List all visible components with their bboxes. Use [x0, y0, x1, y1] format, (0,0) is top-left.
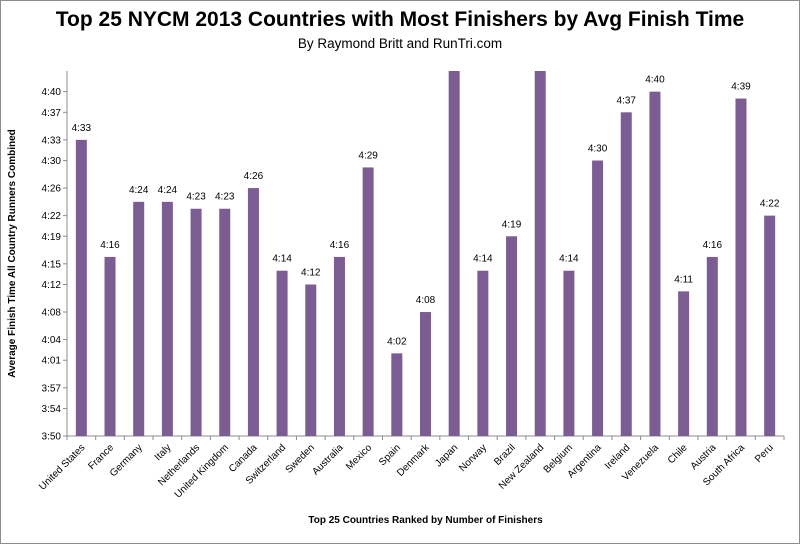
data-label: 4:30 — [588, 144, 608, 155]
data-label: 4:16 — [100, 240, 120, 251]
y-tick-label: 4:22 — [42, 211, 62, 222]
x-tick-label: Denmark — [395, 442, 432, 479]
x-tick-label: Norway — [457, 442, 489, 474]
bar-australia — [333, 256, 345, 436]
y-axis-title: Average Finish Time All Country Runners … — [7, 129, 18, 378]
x-tick-label: Peru — [753, 442, 776, 465]
bar-germany — [133, 201, 145, 436]
x-tick-label: Mexico — [344, 442, 374, 472]
data-label: 4:22 — [760, 199, 780, 210]
bar-canada — [247, 188, 259, 436]
bar-belgium — [563, 270, 575, 436]
y-tick-label: 4:30 — [42, 156, 62, 167]
data-label: 4:40 — [645, 75, 665, 86]
x-tick-label: United States — [37, 442, 87, 492]
x-tick-label: Australia — [310, 442, 346, 478]
data-label: 4:19 — [502, 219, 522, 230]
bar-brazil — [506, 236, 518, 436]
data-label: 4:24 — [129, 185, 149, 196]
bar-denmark — [420, 312, 431, 436]
bar-japan — [448, 71, 460, 436]
bar-united-kingdom — [219, 208, 231, 436]
y-tick-label: 4:01 — [42, 356, 62, 367]
data-label: 4:02 — [387, 336, 407, 347]
x-axis-title: Top 25 Countries Ranked by Number of Fin… — [308, 515, 543, 526]
data-label: 4:16 — [703, 240, 723, 251]
bar-chile — [678, 291, 690, 436]
x-tick-label: Spain — [377, 442, 403, 468]
y-tick-label: 3:54 — [42, 404, 62, 415]
bar-mexico — [362, 167, 374, 436]
bar-ireland — [620, 112, 632, 437]
bar-norway — [477, 270, 489, 436]
x-tick-label: Chile — [666, 442, 690, 466]
bar-switzerland — [276, 270, 288, 436]
chart-subtitle: By Raymond Britt and RunTri.com — [297, 36, 503, 51]
bar-spain — [391, 353, 403, 436]
bar-south-africa — [735, 98, 747, 436]
bar-united-states — [75, 139, 87, 436]
y-tick-label: 4:04 — [42, 335, 62, 346]
data-label: 4:14 — [272, 254, 292, 265]
y-tick-label: 4:15 — [42, 259, 62, 270]
chart-title: Top 25 NYCM 2013 Countries with Most Fin… — [55, 8, 745, 31]
x-tick-label: Brazil — [492, 442, 517, 467]
y-tick-label: 4:19 — [42, 232, 62, 243]
data-label: 4:23 — [186, 192, 206, 203]
bar-netherlands — [190, 208, 202, 436]
y-tick-label: 3:57 — [42, 383, 62, 394]
data-label: 4:12 — [301, 267, 321, 278]
data-label: 4:23 — [215, 192, 235, 203]
bar-argentina — [592, 160, 604, 436]
y-tick-label: 4:33 — [42, 135, 62, 146]
x-tick-label: United Kingdom — [173, 442, 231, 500]
data-label: 4:29 — [358, 150, 378, 161]
bar-peru — [764, 215, 776, 436]
y-tick-label: 3:50 — [42, 432, 62, 443]
data-label: 4:24 — [158, 185, 178, 196]
y-axis: 3:50 3:54 3:57 4:01 4:04 4:08 4:12 4:15 4:19 4:22… — [42, 71, 68, 443]
y-tick-label: 4:40 — [42, 87, 62, 98]
y-tick-label: 4:08 — [42, 308, 62, 319]
data-labels: 4:33 4:16 4:24 4:24 4:23 4:23 4:26 4:14 4:12 4:16… — [72, 75, 780, 348]
y-tick-label: 4:26 — [42, 184, 62, 195]
x-tick-label: Japan — [433, 442, 460, 469]
bar-sweden — [305, 284, 317, 436]
data-label: 4:14 — [559, 254, 579, 265]
x-tick-label: Italy — [153, 442, 174, 463]
data-label: 4:33 — [72, 123, 92, 134]
data-label: 4:14 — [473, 254, 493, 265]
bar-venezuela — [649, 91, 661, 437]
data-label: 4:26 — [244, 171, 264, 182]
data-label: 4:16 — [330, 240, 350, 251]
bars — [75, 71, 776, 437]
data-label: 4:08 — [416, 295, 436, 306]
data-label: 4:39 — [731, 82, 751, 93]
bar-italy — [161, 201, 173, 436]
data-label: 4:37 — [617, 95, 637, 106]
y-tick-label: 4:12 — [42, 280, 62, 291]
bar-austria — [706, 256, 718, 436]
y-tick-label: 4:37 — [42, 108, 62, 119]
bar-new-zealand — [534, 71, 546, 436]
data-label: 4:11 — [674, 274, 693, 285]
bar-france — [104, 256, 116, 436]
